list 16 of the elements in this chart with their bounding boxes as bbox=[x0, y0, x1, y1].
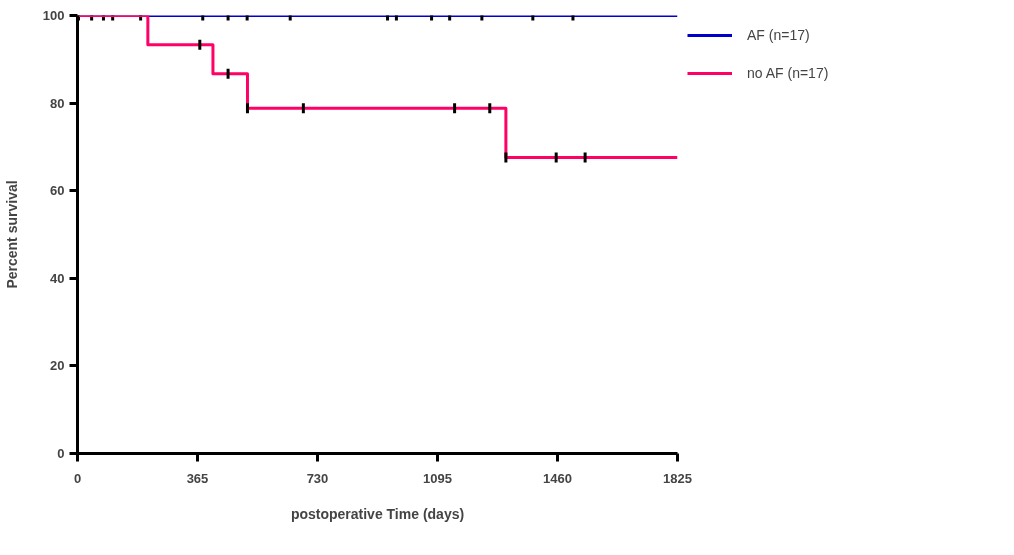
x-tick-label: 365 bbox=[186, 470, 209, 486]
y-tick-label: 60 bbox=[50, 183, 65, 199]
x-tick-label: 0 bbox=[73, 470, 82, 486]
y-tick-label: 40 bbox=[50, 270, 65, 286]
x-tick-label: 1825 bbox=[663, 470, 692, 486]
y-tick-label: 80 bbox=[50, 95, 65, 111]
legend-label: no AF (n=17) bbox=[747, 65, 829, 81]
x-tick-label: 730 bbox=[306, 470, 329, 486]
x-axis-title: postoperative Time (days) bbox=[290, 505, 465, 522]
y-tick-label: 0 bbox=[57, 446, 65, 461]
y-tick-label: 100 bbox=[42, 8, 65, 23]
x-tick-label: 1095 bbox=[423, 470, 452, 486]
y-tick-label: 20 bbox=[50, 358, 65, 374]
y-axis-title: Percent survival bbox=[3, 180, 20, 289]
legend-label: AF (n=17) bbox=[747, 27, 810, 43]
x-tick-label: 1460 bbox=[543, 470, 572, 486]
